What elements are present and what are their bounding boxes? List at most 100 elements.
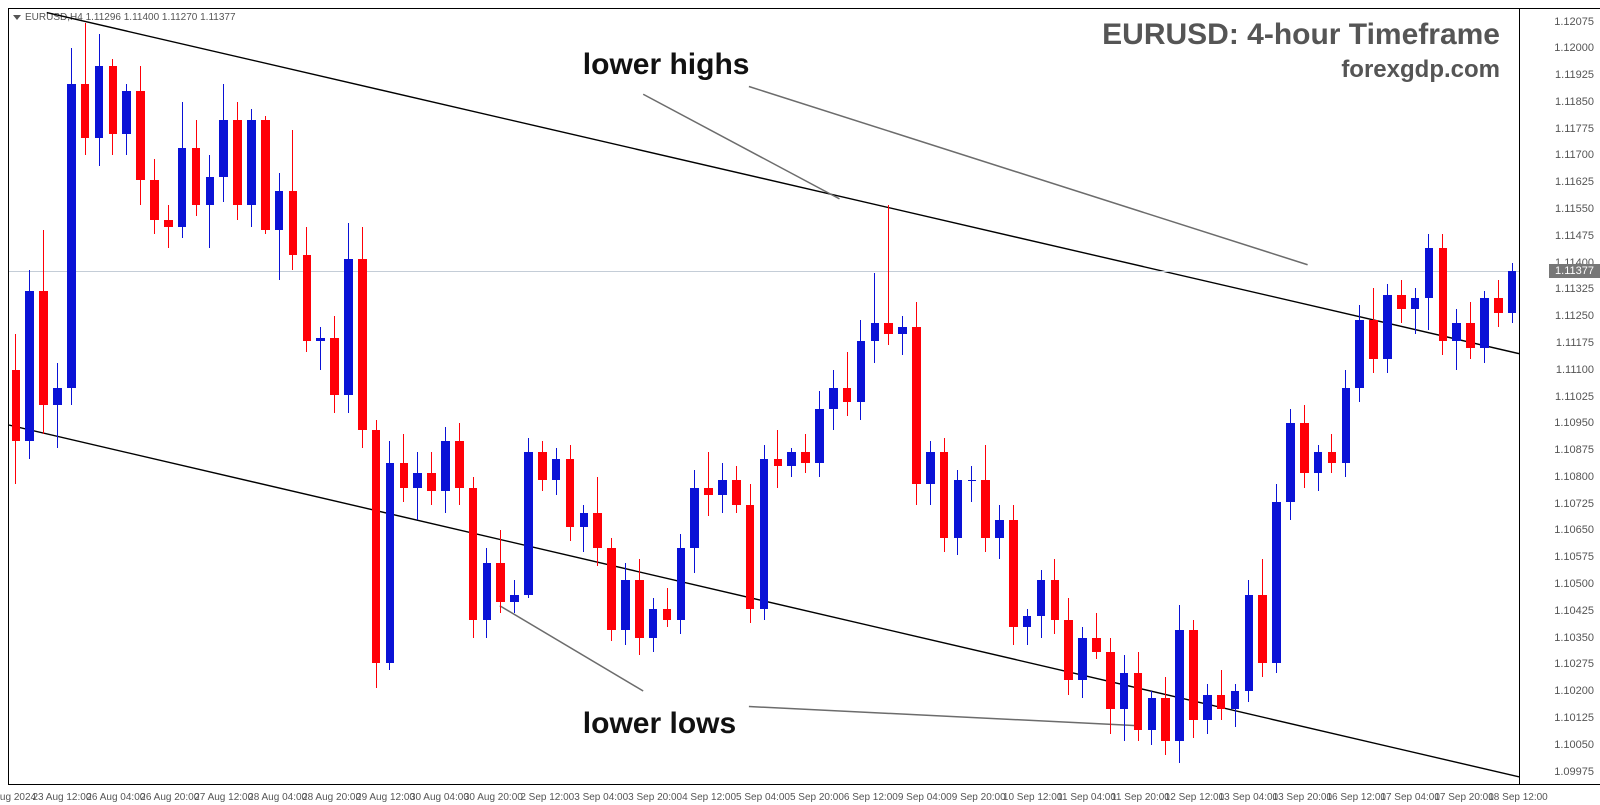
candle-body: [912, 327, 921, 484]
candle-body: [1161, 698, 1170, 741]
y-tick-label: 1.11625: [1555, 176, 1594, 188]
y-tick-label: 1.10950: [1554, 417, 1594, 429]
candle-body: [330, 338, 339, 395]
candle-body: [649, 609, 658, 638]
candle-body: [53, 388, 62, 406]
y-tick-label: 1.11700: [1555, 149, 1594, 161]
candle-body: [580, 513, 589, 527]
candle-body: [884, 323, 893, 334]
y-tick-label: 1.12000: [1554, 42, 1594, 54]
candle-body: [1203, 695, 1212, 720]
y-tick-label: 1.11475: [1555, 230, 1594, 242]
candle-body: [746, 505, 755, 609]
candle-body: [760, 459, 769, 609]
x-tick-label: 6 Sep 12:00: [844, 792, 898, 803]
candle-body: [524, 452, 533, 595]
candle-body: [275, 191, 284, 230]
candle-body: [704, 488, 713, 495]
x-tick-label: 10 Sep 12:00: [1003, 792, 1063, 803]
candle-body: [441, 441, 450, 491]
candle-body: [1314, 452, 1323, 473]
x-tick-label: 3 Sep 04:00: [574, 792, 628, 803]
candle-wick: [1096, 613, 1097, 659]
candle-body: [303, 255, 312, 341]
candle-body: [150, 180, 159, 219]
candle-body: [843, 388, 852, 402]
candle-wick: [708, 452, 709, 516]
candle-body: [1148, 698, 1157, 730]
y-tick-label: 1.10050: [1554, 739, 1594, 751]
y-tick-label: 1.10425: [1554, 605, 1594, 617]
candle-wick: [971, 466, 972, 502]
annotation-label: lower highs: [583, 48, 750, 82]
candle-body: [1397, 295, 1406, 309]
x-tick-label: 29 Aug 12:00: [356, 792, 415, 803]
symbol-header: EURUSD,H4 1.11296 1.11400 1.11270 1.1137…: [9, 9, 240, 25]
candle-body: [871, 323, 880, 341]
x-tick-label: 26 Aug 20:00: [140, 792, 199, 803]
candle-body: [1106, 652, 1115, 709]
y-tick-label: 1.11175: [1556, 337, 1594, 349]
candle-body: [954, 480, 963, 537]
candle-body: [552, 459, 561, 480]
candle-body: [593, 513, 602, 549]
x-tick-label: 13 Sep 04:00: [1219, 792, 1279, 803]
candle-body: [981, 480, 990, 537]
candle-wick: [874, 273, 875, 362]
dropdown-icon: [13, 15, 21, 20]
candle-body: [829, 388, 838, 409]
candle-body: [136, 91, 145, 180]
candle-body: [178, 148, 187, 227]
candle-body: [787, 452, 796, 466]
candle-body: [621, 580, 630, 630]
y-tick-label: 1.10875: [1554, 444, 1594, 456]
candle-body: [940, 452, 949, 538]
candle-body: [1134, 673, 1143, 730]
candle-body: [607, 548, 616, 630]
candle-body: [372, 430, 381, 662]
candle-body: [1064, 620, 1073, 681]
candle-body: [12, 370, 21, 441]
y-tick-label: 1.11250: [1555, 310, 1594, 322]
candle-body: [857, 341, 866, 402]
candle-body: [1466, 323, 1475, 348]
candle-body: [1494, 298, 1503, 312]
x-tick-label: 12 Sep 12:00: [1165, 792, 1225, 803]
candle-body: [469, 488, 478, 620]
candle-body: [386, 463, 395, 663]
x-tick-label: 30 Aug 20:00: [464, 792, 523, 803]
y-axis: 1.099751.100501.101251.102001.102751.103…: [1518, 8, 1600, 785]
candle-body: [109, 66, 118, 134]
candle-body: [690, 488, 699, 549]
candle-body: [455, 441, 464, 487]
candle-body: [344, 259, 353, 395]
chart-title: EURUSD: 4-hour Timeframe: [1102, 18, 1500, 52]
y-tick-label: 1.10725: [1554, 498, 1594, 510]
candle-body: [663, 609, 672, 620]
candle-body: [1272, 502, 1281, 663]
symbol-header-text: EURUSD,H4 1.11296 1.11400 1.11270 1.1137…: [25, 12, 236, 23]
candle-body: [1328, 452, 1337, 463]
candle-body: [1037, 580, 1046, 616]
y-tick-label: 1.10800: [1554, 471, 1594, 483]
y-tick-label: 1.11550: [1555, 203, 1594, 215]
candle-wick: [320, 327, 321, 370]
candle-body: [1300, 423, 1309, 473]
plot-area[interactable]: EURUSD,H4 1.11296 1.11400 1.11270 1.1137…: [8, 8, 1520, 785]
candle-body: [483, 563, 492, 620]
candle-body: [164, 220, 173, 227]
candle-body: [496, 563, 505, 602]
candle-body: [1508, 271, 1517, 313]
current-price-line: [9, 271, 1519, 272]
candle-body: [1452, 323, 1461, 341]
x-tick-label: 3 Sep 20:00: [628, 792, 682, 803]
candle-body: [677, 548, 686, 619]
x-tick-label: 5 Sep 04:00: [736, 792, 790, 803]
candle-body: [801, 452, 810, 463]
candle-wick: [1027, 609, 1028, 645]
y-tick-label: 1.12075: [1554, 16, 1594, 28]
candle-body: [1231, 691, 1240, 709]
x-axis: 22 Aug 202423 Aug 12:0026 Aug 04:0026 Au…: [8, 783, 1518, 805]
x-tick-label: 22 Aug 2024: [0, 792, 36, 803]
x-tick-label: 30 Aug 04:00: [410, 792, 469, 803]
